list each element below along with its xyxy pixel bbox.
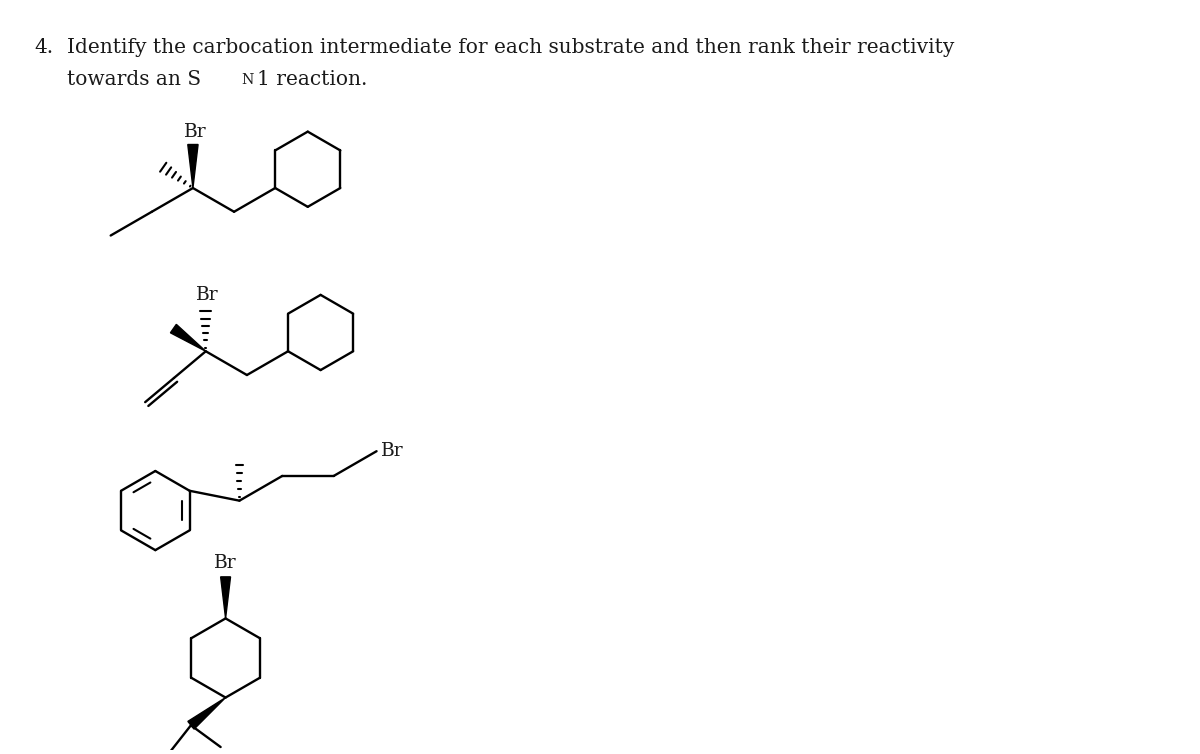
Text: Br: Br (184, 123, 206, 140)
Polygon shape (188, 697, 226, 729)
Text: Identify the carbocation intermediate for each substrate and then rank their rea: Identify the carbocation intermediate fo… (67, 38, 955, 57)
Text: 4.: 4. (35, 38, 54, 57)
Text: Br: Br (215, 554, 236, 572)
Polygon shape (170, 324, 205, 351)
Text: Br: Br (380, 442, 403, 460)
Text: towards an S: towards an S (67, 70, 202, 89)
Polygon shape (187, 145, 198, 188)
Text: Br: Br (197, 286, 220, 304)
Text: N: N (241, 73, 253, 87)
Text: 1 reaction.: 1 reaction. (257, 70, 367, 89)
Polygon shape (221, 577, 230, 618)
